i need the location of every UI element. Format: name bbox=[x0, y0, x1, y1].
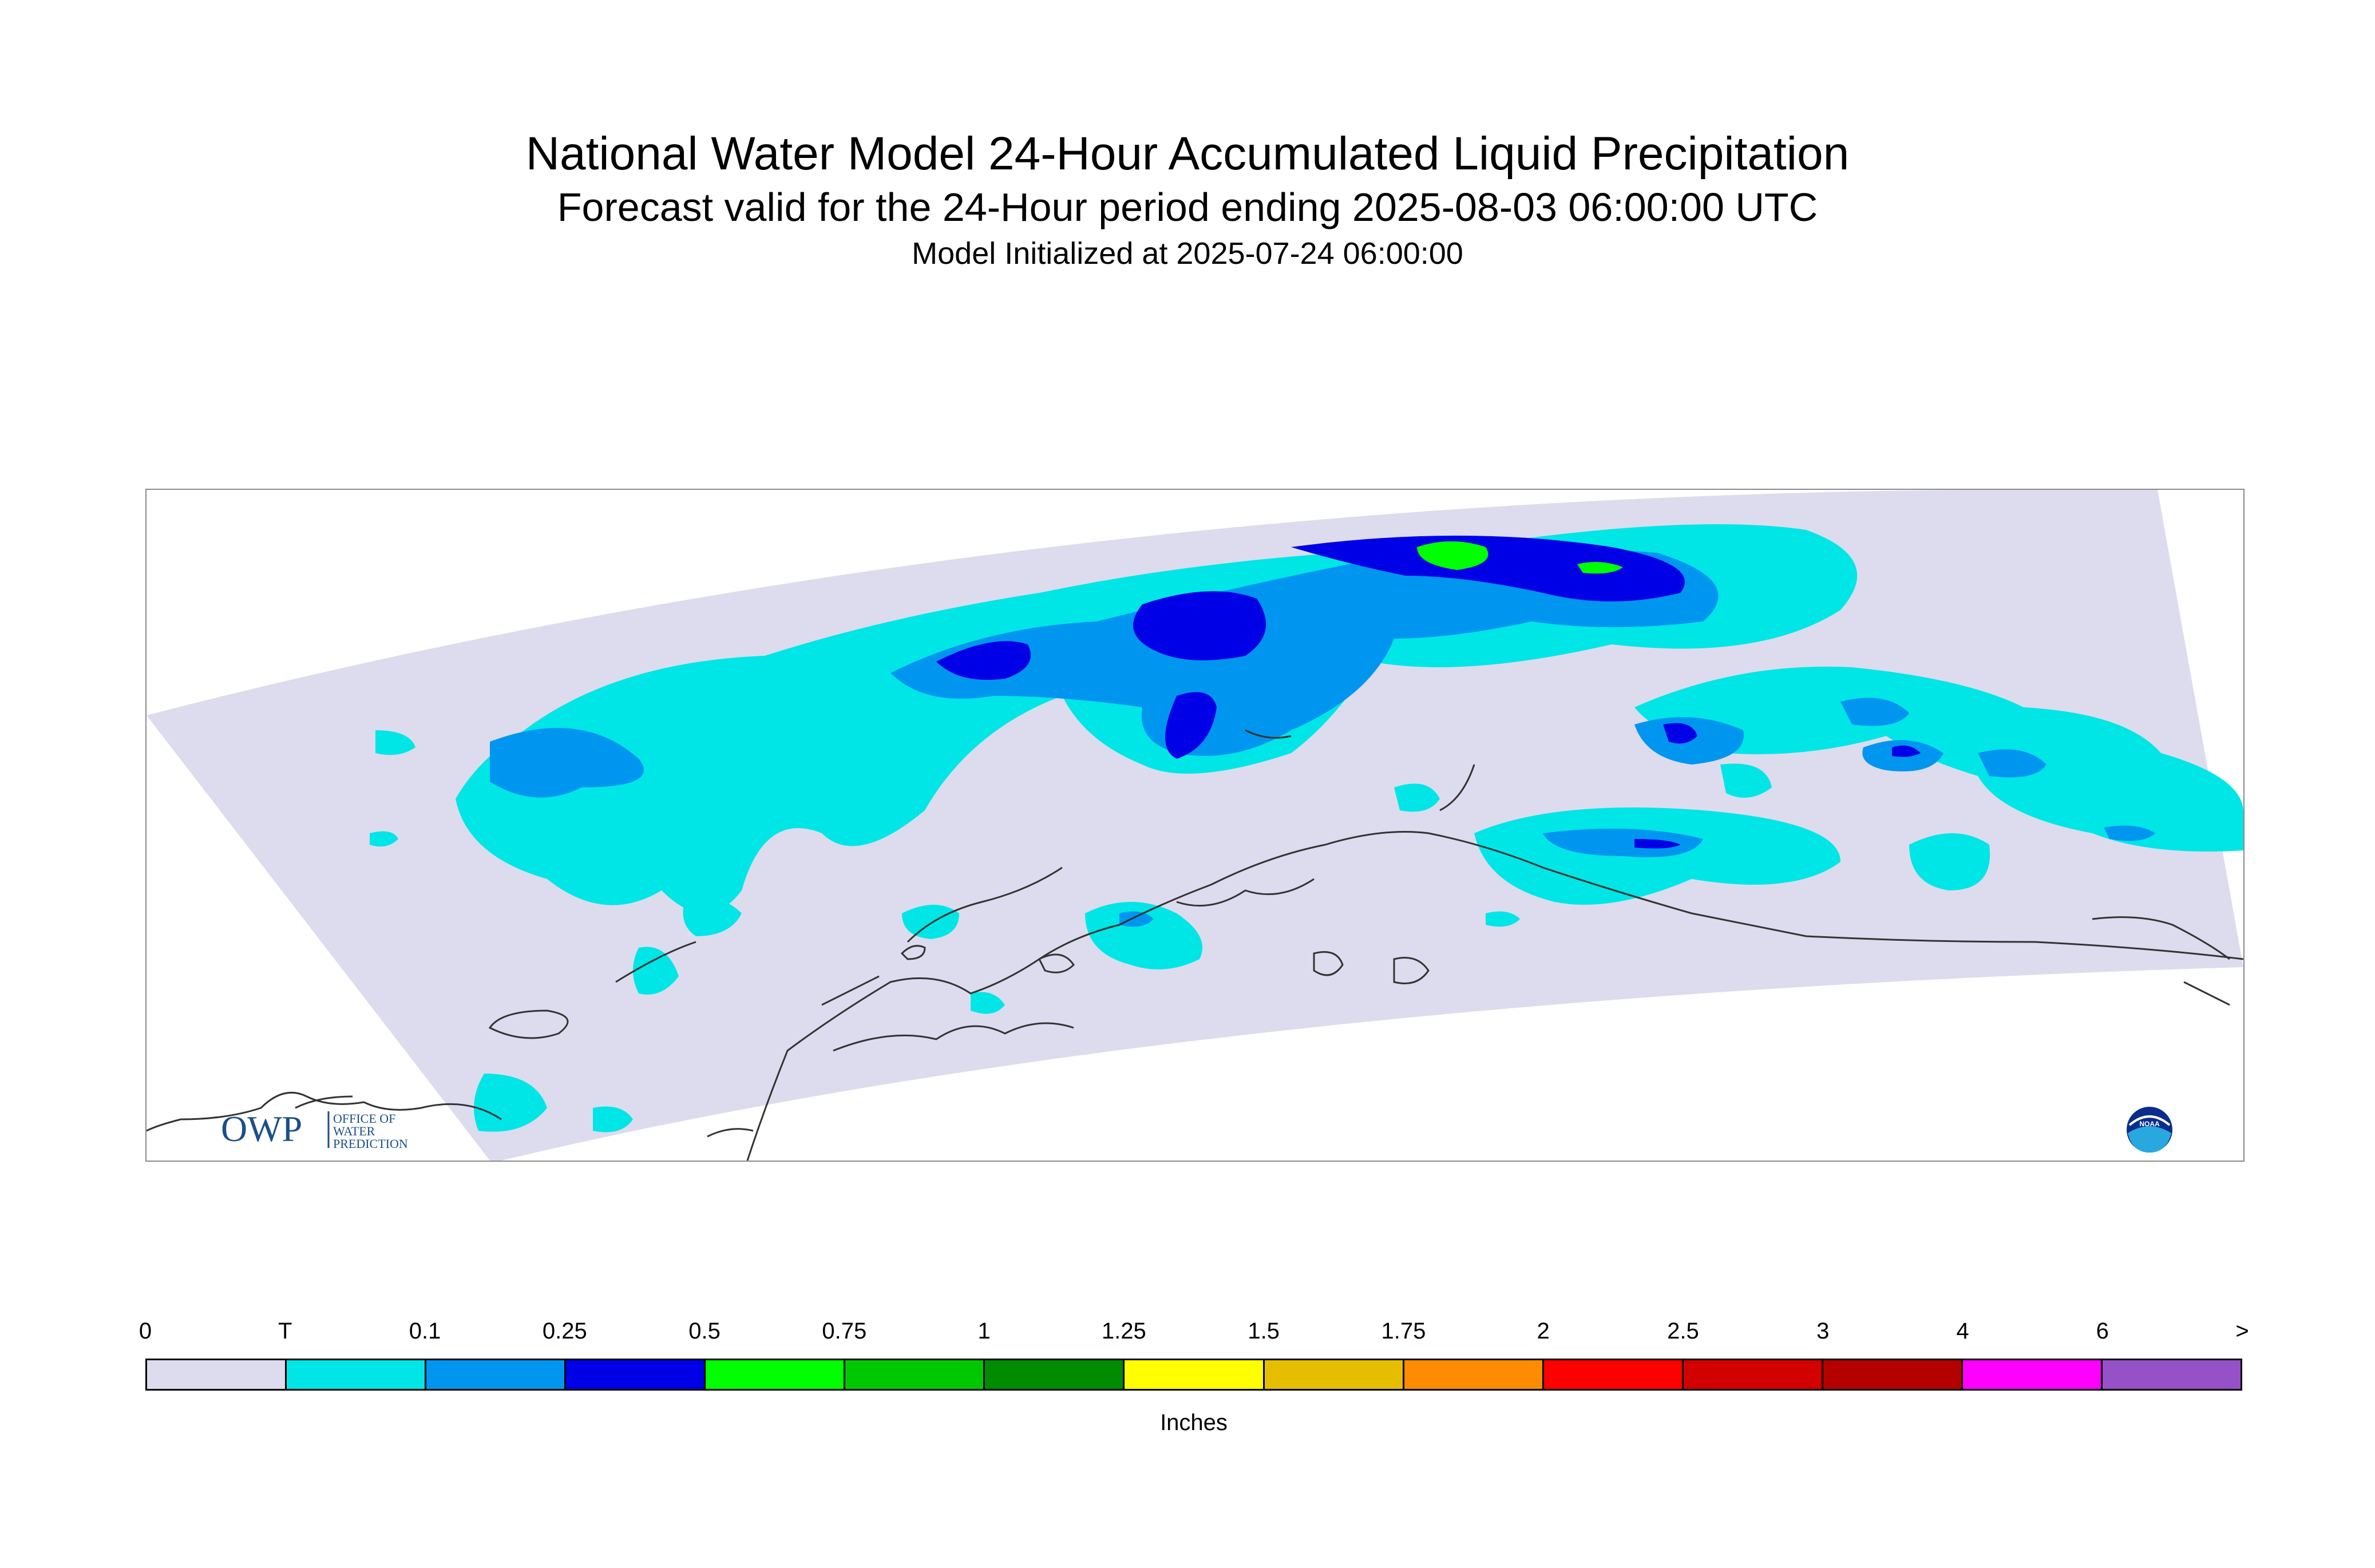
legend-swatch bbox=[1683, 1360, 1823, 1389]
noaa-logo: NOAA bbox=[2127, 1107, 2172, 1153]
legend-tick-label: 0 bbox=[138, 1318, 152, 1344]
coastlines bbox=[147, 729, 2243, 1161]
legend-swatch bbox=[566, 1360, 706, 1389]
legend-tick-label: 0.1 bbox=[409, 1318, 441, 1344]
chart-title: National Water Model 24-Hour Accumulated… bbox=[525, 128, 1850, 180]
forecast-valid-subtitle: Forecast valid for the 24-Hour period en… bbox=[557, 185, 1818, 229]
legend-tick-label: 3 bbox=[1816, 1318, 1830, 1344]
color-legend: 0 T 0.1 0.25 0.5 0.75 1 1.25 1.5 1.75 2 2.5 3 4 6 > Inc… bbox=[139, 1313, 2249, 1444]
legend-tick-label: 0.5 bbox=[688, 1318, 721, 1344]
legend-tick-label: 1.25 bbox=[1101, 1318, 1146, 1344]
legend-tick-label: 4 bbox=[1956, 1318, 1969, 1344]
owp-logo-line-2: WATER bbox=[333, 1124, 375, 1138]
legend-tick-label: > bbox=[2235, 1318, 2249, 1344]
model-domain bbox=[147, 490, 2243, 1161]
legend-swatch bbox=[426, 1360, 567, 1389]
legend-swatch bbox=[1264, 1360, 1404, 1389]
islands bbox=[488, 945, 1430, 1039]
legend-swatch bbox=[147, 1360, 287, 1389]
legend-tick-label: 0.25 bbox=[542, 1318, 587, 1344]
legend-swatch bbox=[2102, 1360, 2241, 1389]
precip-0-5-regions bbox=[1417, 541, 1623, 574]
legend-units-label: Inches bbox=[1160, 1410, 1228, 1435]
legend-tick-label: T bbox=[278, 1318, 292, 1344]
legend-swatch bbox=[287, 1360, 427, 1389]
legend-tick-label: 1 bbox=[977, 1318, 991, 1344]
precipitation-map: OWP OFFICE OF WATER PREDICTION NOAA bbox=[145, 489, 2245, 1162]
model-init-subtitle: Model Initialized at 2025-07-24 06:00:00 bbox=[912, 236, 1463, 271]
legend-swatch bbox=[1543, 1360, 1684, 1389]
owp-logo-mark: OWP bbox=[221, 1108, 302, 1149]
legend-swatch bbox=[1962, 1360, 2103, 1389]
owp-logo-line-3: PREDICTION bbox=[333, 1137, 408, 1151]
legend-tick-label: 2.5 bbox=[1667, 1318, 1699, 1344]
legend-swatch bbox=[1823, 1360, 1963, 1389]
legend-swatch bbox=[1404, 1360, 1544, 1389]
legend-tick-label: 1.75 bbox=[1381, 1318, 1426, 1344]
precip-0-1-regions bbox=[490, 549, 2155, 927]
legend-swatch bbox=[985, 1360, 1125, 1389]
noaa-logo-mark: NOAA bbox=[2139, 1120, 2160, 1128]
legend-swatch bbox=[706, 1360, 846, 1389]
owp-logo-line-1: OFFICE OF bbox=[333, 1111, 395, 1126]
map-canvas: OWP OFFICE OF WATER PREDICTION NOAA bbox=[147, 490, 2243, 1161]
legend-tick-label: 1.5 bbox=[1248, 1318, 1280, 1344]
legend-color-bar bbox=[145, 1359, 2242, 1391]
legend-tick-label: 6 bbox=[2096, 1318, 2109, 1344]
precip-0-25-regions bbox=[936, 536, 1921, 849]
legend-tick-label: 2 bbox=[1537, 1318, 1550, 1344]
legend-tick-label: 0.75 bbox=[822, 1318, 867, 1344]
owp-logo: OWP OFFICE OF WATER PREDICTION bbox=[221, 1108, 408, 1151]
legend-swatch bbox=[845, 1360, 985, 1389]
legend-swatch bbox=[1125, 1360, 1265, 1389]
